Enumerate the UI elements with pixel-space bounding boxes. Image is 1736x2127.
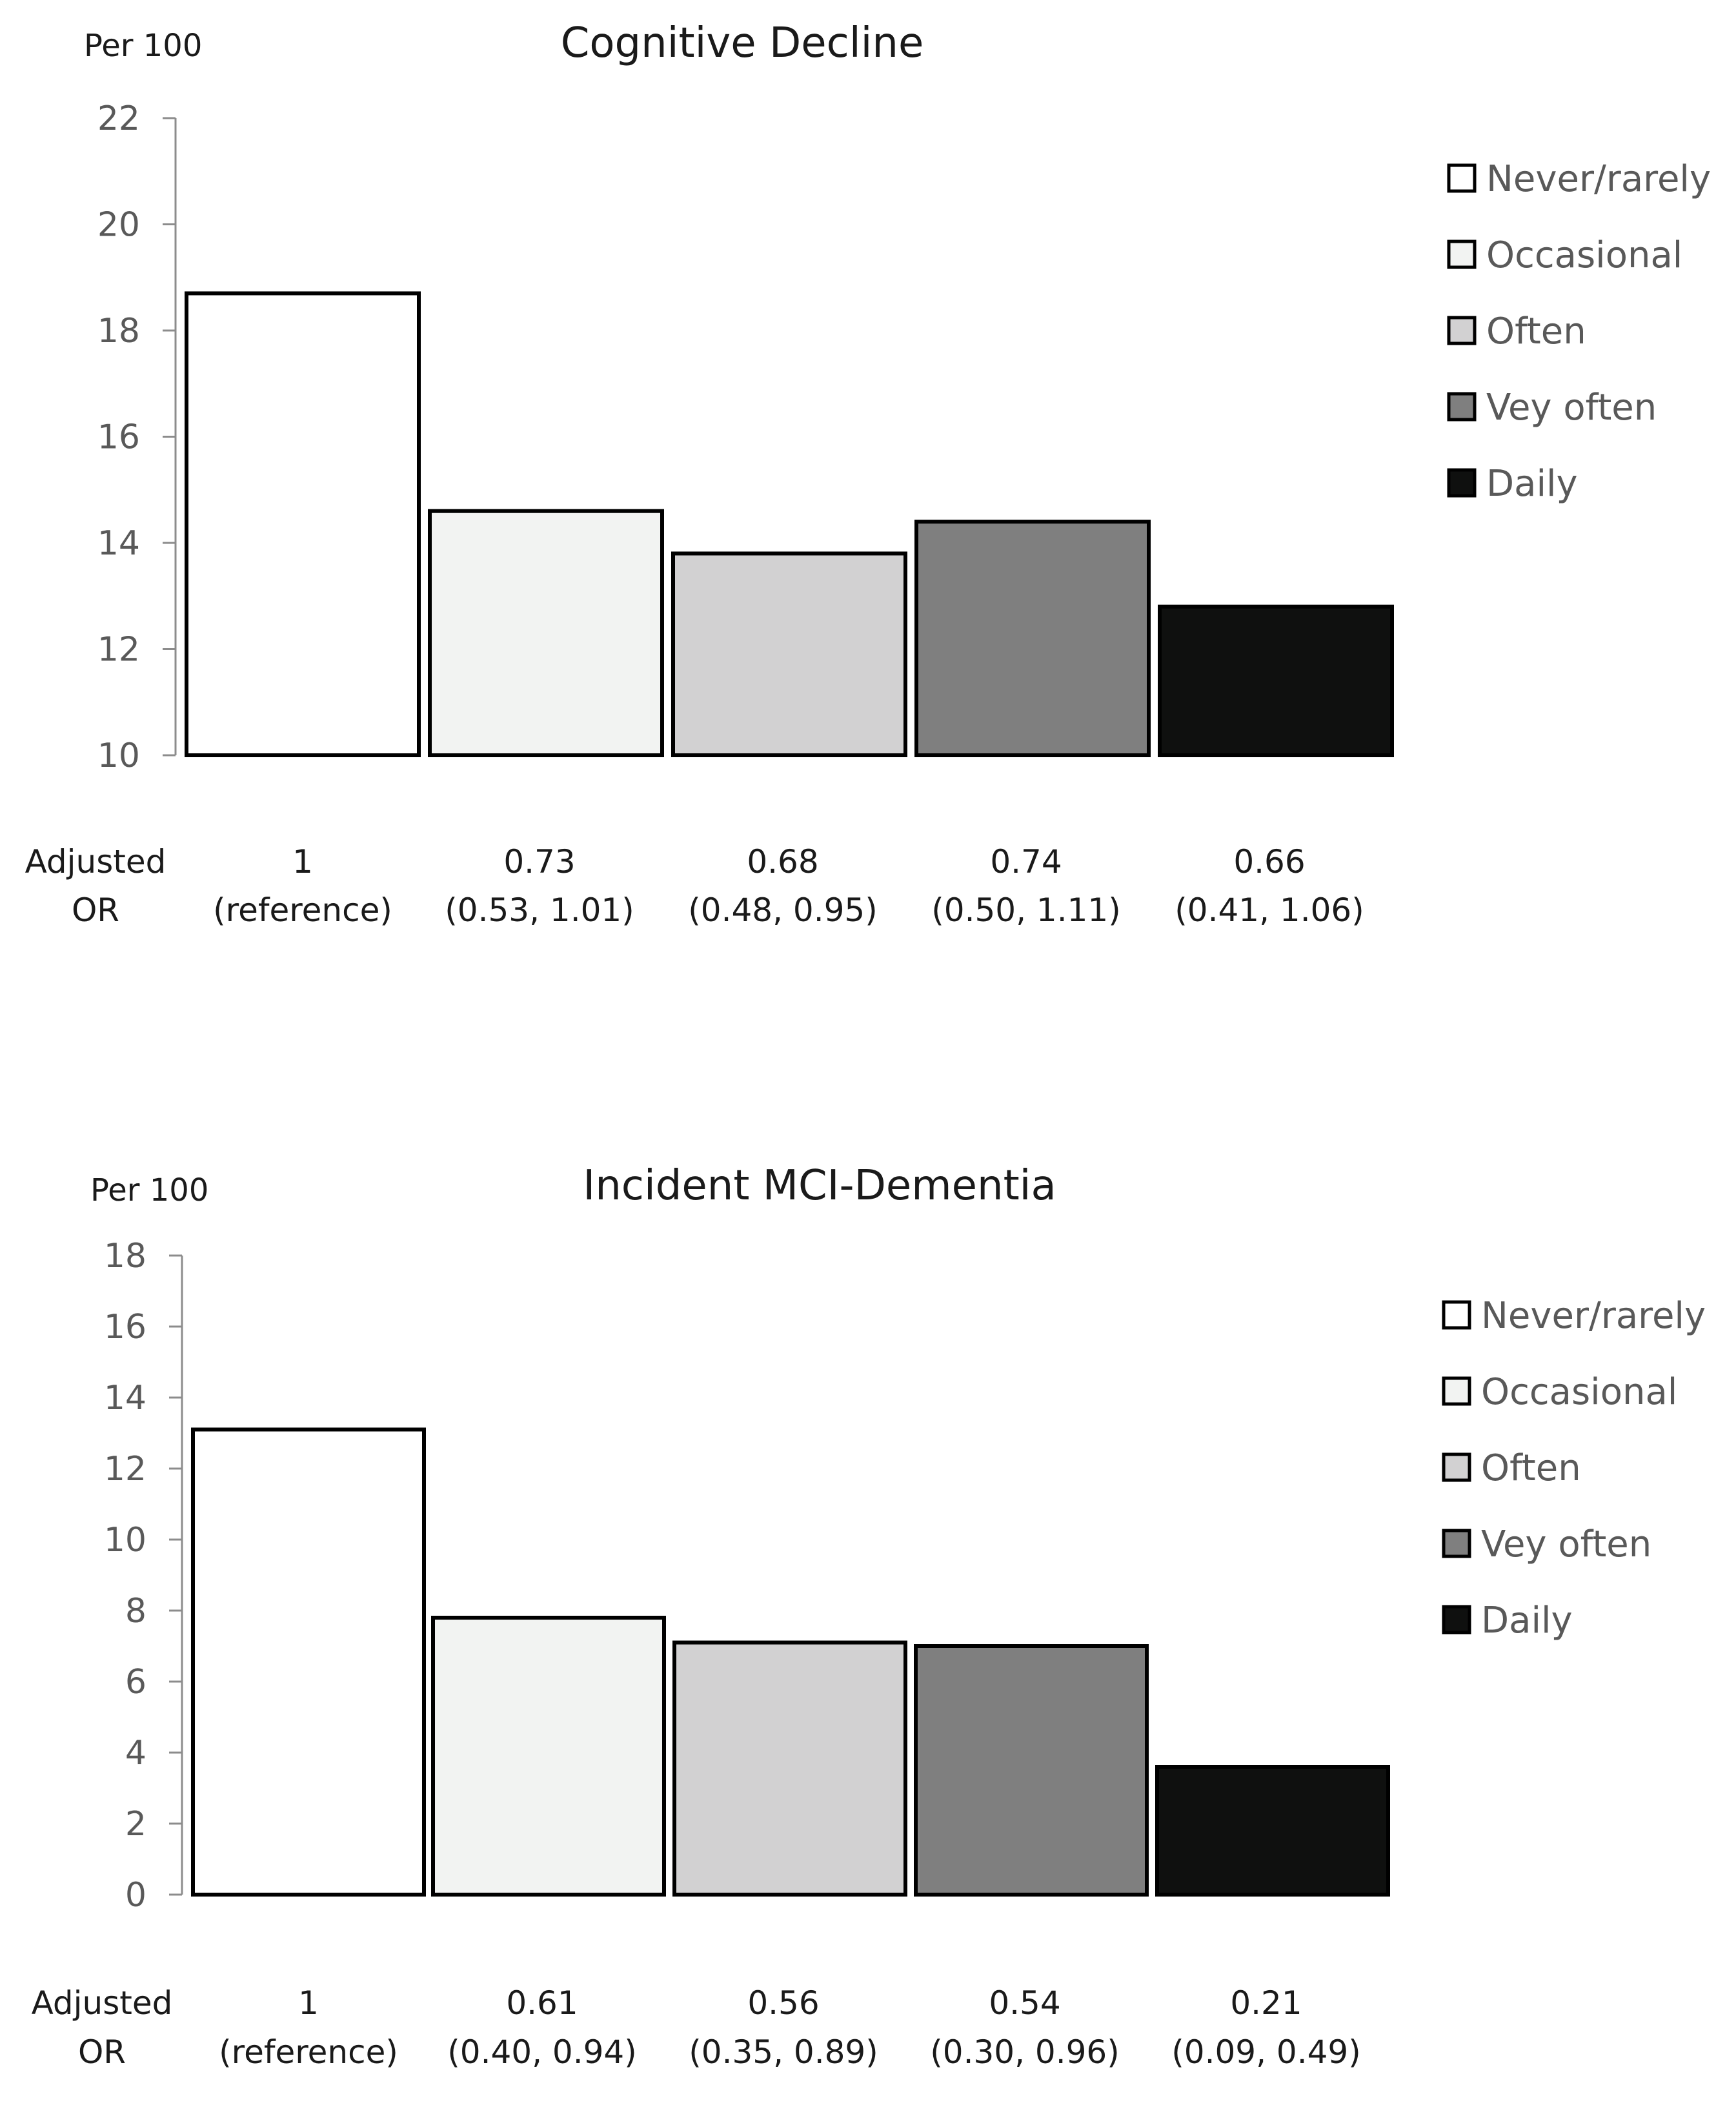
or-ci: (0.53, 1.01) [445,891,634,929]
legend-swatch [1447,163,1477,193]
y-tick-label: 18 [104,1237,146,1276]
bar-never-rarely [191,1427,426,1897]
y-tick-label: 10 [104,1521,146,1560]
bars [185,291,1394,758]
chart-cognitive-decline: Per 100 Cognitive Decline 10 12 14 16 18 20 22… [25,19,1711,929]
legend-label: Vey often [1486,387,1657,429]
bar-often [672,1640,907,1897]
or-label-line1: Adjusted [32,1984,173,2022]
y-tick-label: 14 [104,1379,146,1418]
legend: Never/rarely Occasional Often Vey often Dail… [1442,1295,1706,1642]
or-value: 0.54 [989,1984,1060,2022]
y-tick-label: 12 [104,1450,146,1489]
y-unit-label: Per 100 [90,1172,208,1208]
y-tick-label: 18 [97,312,140,351]
legend-swatch [1447,239,1477,269]
y-tick-label: 8 [125,1592,146,1631]
bar-vey-often [914,1644,1149,1897]
or-value: 0.61 [506,1984,578,2022]
legend-label: Often [1486,310,1586,352]
bar-occasional [431,1616,666,1897]
chart-title: Cognitive Decline [561,19,924,67]
or-ci: (0.09, 0.49) [1171,2033,1360,2071]
y-tick-label: 22 [97,99,140,138]
legend-label: Never/rarely [1481,1295,1706,1337]
y-tick-label: 20 [97,206,140,245]
or-ci: (reference) [213,891,392,929]
or-label-line2: OR [78,2033,126,2071]
bar-daily [1155,1765,1390,1897]
legend-swatch [1447,392,1477,422]
y-tick-label: 14 [97,524,140,563]
legend-label: Occasional [1486,234,1682,276]
or-label-line1: Adjusted [25,843,167,880]
bar-occasional [428,509,664,758]
y-tick-label: 0 [125,1876,146,1915]
legend-label: Daily [1486,463,1578,505]
y-unit-label: Per 100 [84,28,202,64]
legend-swatch [1447,316,1477,345]
or-ci: (0.48, 0.95) [688,891,877,929]
or-ci: (0.40, 0.94) [447,2033,636,2071]
legend-swatch [1442,1529,1471,1558]
bar-often [671,551,907,757]
y-tick-label: 6 [125,1663,146,1702]
adjusted-or-row: Adjusted OR 1 (reference) 0.73 (0.53, 1.01)… [25,843,1364,929]
or-ci: (0.50, 1.11) [931,891,1120,929]
y-tick-label: 16 [97,418,140,457]
y-tick-label: 16 [104,1308,146,1347]
legend-swatch [1442,1376,1471,1406]
legend-swatch [1447,468,1477,498]
legend-label: Daily [1481,1600,1573,1642]
or-value: 0.74 [990,843,1062,880]
or-ci: (0.30, 0.96) [930,2033,1119,2071]
bar-daily [1158,604,1394,758]
legend-swatch [1442,1300,1471,1330]
bar-never-rarely [185,291,421,757]
y-tick-label: 2 [125,1805,146,1844]
or-value: 1 [298,1984,319,2022]
bar-vey-often [914,520,1151,757]
or-value: 1 [292,843,313,880]
legend-label: Occasional [1481,1371,1677,1413]
or-value: 0.56 [747,1984,819,2022]
y-tick-label: 12 [97,631,140,669]
legend: Never/rarely Occasional Often Vey often Dail… [1447,158,1711,505]
or-ci: (reference) [219,2033,398,2071]
y-tick-label: 10 [97,737,140,775]
legend-swatch [1442,1605,1471,1634]
or-value: 0.68 [747,843,818,880]
or-ci: (0.35, 0.89) [689,2033,878,2071]
or-value: 0.73 [503,843,575,880]
adjusted-or-row: Adjusted OR 1 (reference) 0.61 (0.40, 0.94)… [32,1984,1361,2071]
bars [191,1427,1390,1897]
y-axis-ticks: 10 12 14 16 18 20 22 [97,99,176,775]
or-label-line2: OR [72,891,119,929]
legend-label: Often [1481,1447,1581,1489]
or-value: 0.21 [1230,1984,1302,2022]
legend-label: Never/rarely [1486,158,1711,200]
or-value: 0.66 [1233,843,1305,880]
chart-incident-mci-dementia: Per 100 Incident MCI-Dementia 0 2 4 6 8 10 12 1… [32,1162,1706,2071]
legend-label: Vey often [1481,1523,1651,1565]
or-ci: (0.41, 1.06) [1175,891,1364,929]
y-axis-ticks: 0 2 4 6 8 10 12 14 16 18 [104,1237,182,1915]
y-tick-label: 4 [125,1734,146,1773]
legend-swatch [1442,1452,1471,1482]
chart-title: Incident MCI-Dementia [583,1162,1056,1210]
